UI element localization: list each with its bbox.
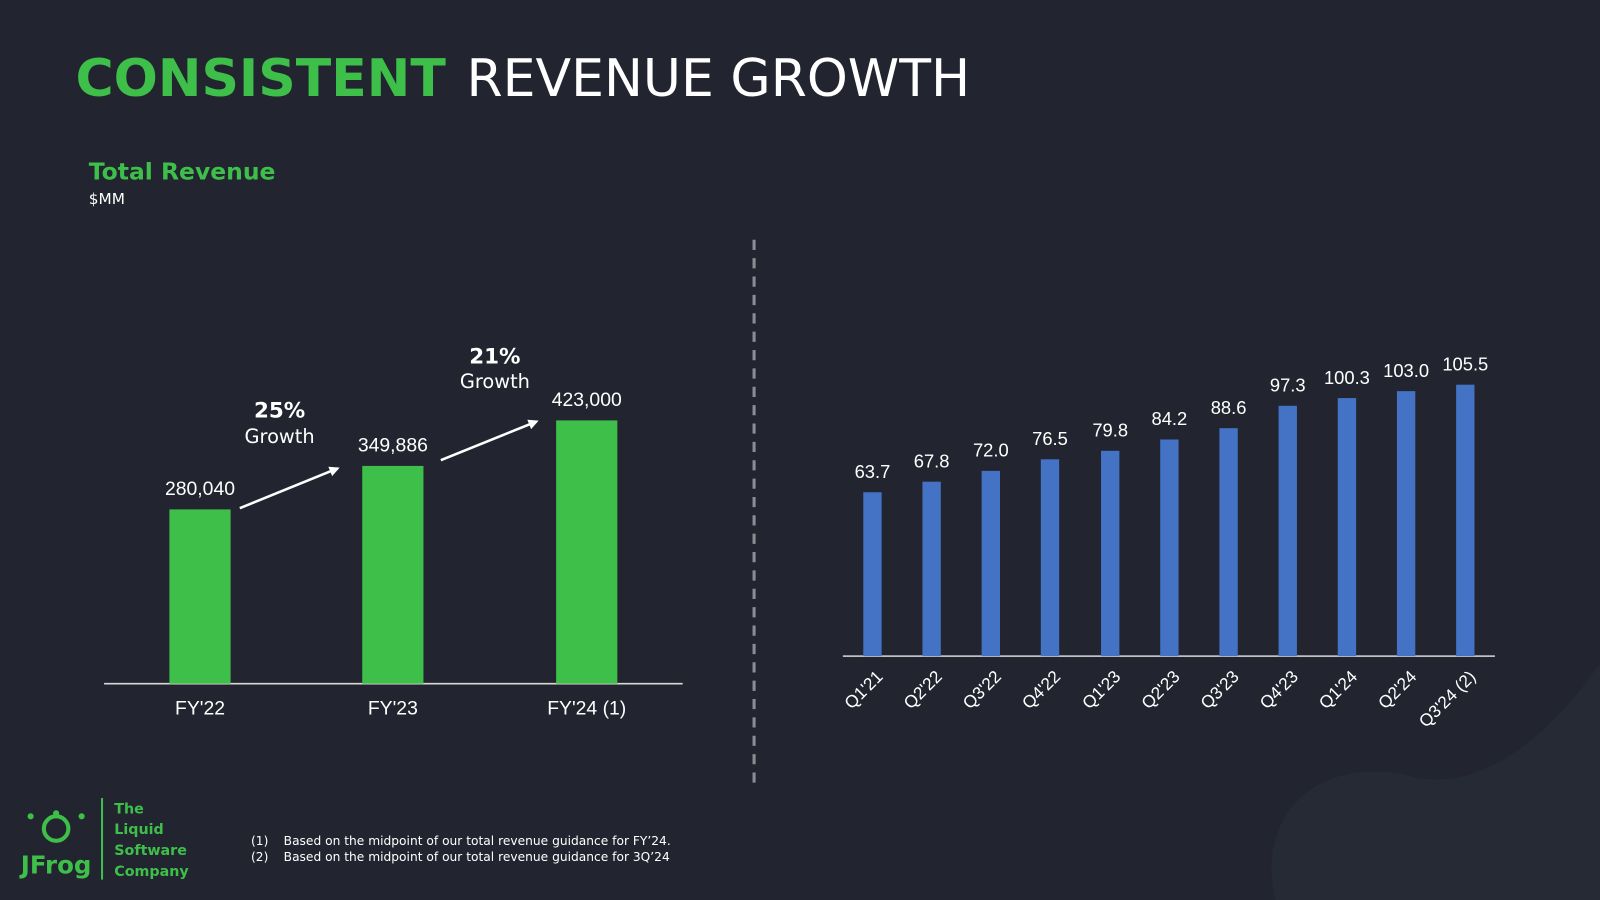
footnote-marker: (1) (251, 834, 268, 848)
logo-tagline: The (114, 801, 144, 817)
footnote-text: Based on the midpoint of our total reven… (284, 850, 670, 864)
unit-label: $MM (89, 190, 125, 208)
bar (1456, 384, 1475, 657)
chart-subtitle: Total Revenue (89, 158, 276, 186)
data-label: 105.5 (1442, 353, 1488, 374)
bar (1337, 398, 1357, 657)
title-highlight: CONSISTENT (76, 49, 447, 109)
bar (922, 481, 941, 657)
logo-tagline: Software (114, 843, 187, 859)
growth-rate: 25% (254, 398, 305, 423)
bar (1396, 391, 1416, 657)
bar (362, 465, 424, 684)
logo-tagline: Liquid (114, 822, 163, 838)
bar (863, 492, 882, 657)
footnote-marker: (2) (251, 850, 268, 864)
x-tick-label: FY'24 (1) (547, 697, 626, 719)
x-tick-label: FY'23 (368, 697, 418, 719)
growth-caption: Growth (460, 370, 530, 393)
bar (556, 420, 618, 684)
bar (1219, 428, 1238, 657)
bar (1101, 450, 1120, 657)
growth-caption: Growth (245, 425, 315, 448)
data-label: 76.5 (1032, 428, 1068, 449)
data-label: 100.3 (1324, 367, 1370, 388)
growth-rate: 21% (469, 344, 520, 369)
data-label: 79.8 (1092, 420, 1128, 441)
data-label: 67.8 (914, 450, 950, 471)
growth-arrow (440, 419, 539, 462)
data-label: 63.7 (855, 461, 891, 482)
bar (981, 470, 1000, 657)
bar (1040, 459, 1060, 657)
data-label: 97.3 (1270, 375, 1306, 396)
data-label: 88.6 (1211, 397, 1247, 418)
title-rest: REVENUE GROWTH (466, 49, 970, 109)
slide-title: CONSISTENT REVENUE GROWTH (76, 49, 971, 109)
data-label: 349,886 (358, 435, 428, 457)
data-label: 72.0 (973, 440, 1009, 461)
footnote-text: Based on the midpoint of our total reven… (284, 834, 671, 848)
data-label: 84.2 (1152, 408, 1188, 429)
x-tick-label: FY'22 (175, 697, 225, 719)
bar (1278, 405, 1297, 657)
logo-brand: JFrog (19, 850, 92, 879)
logo-splash (27, 810, 85, 843)
logo-tagline: Company (114, 864, 189, 880)
data-label: 103.0 (1383, 360, 1429, 381)
bar (1160, 439, 1179, 657)
background-decoration (1271, 663, 1600, 900)
growth-arrow (239, 466, 340, 510)
data-label: 280,040 (165, 478, 235, 500)
bar (169, 509, 231, 684)
data-label: 423,000 (552, 389, 622, 411)
